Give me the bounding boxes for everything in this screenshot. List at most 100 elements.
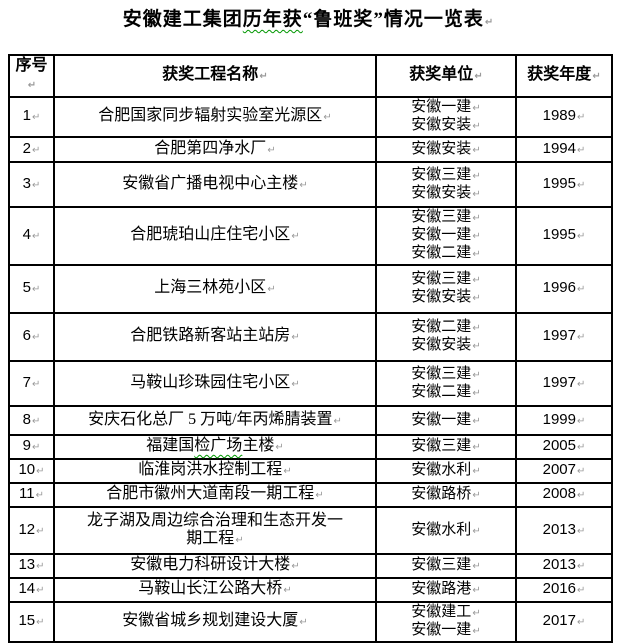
- cell-year[interactable]: 1997↵↵: [515, 360, 613, 407]
- cell-year[interactable]: 2008↵↵: [515, 482, 613, 508]
- paragraph-mark-icon: ↵: [576, 585, 586, 596]
- cell-year[interactable]: 1996↵↵: [515, 264, 613, 314]
- project-name-text: 合肥琥珀山庄住宅小区: [130, 226, 291, 243]
- cell-project-name[interactable]: 龙子湖及周边综合治理和生态开发一 期工程↵: [53, 506, 377, 555]
- year-text: 1996: [542, 279, 576, 296]
- cell-index[interactable]: 4↵: [8, 206, 55, 266]
- paragraph-mark-icon: ↵: [31, 378, 41, 390]
- cell-project-name[interactable]: 临淮岗洪水控制工程↵: [53, 458, 377, 484]
- cell-project-name[interactable]: 上海三林苑小区↵: [53, 264, 377, 314]
- cell-year[interactable]: 2005↵↵: [515, 434, 613, 460]
- cell-index[interactable]: 8↵: [8, 405, 55, 436]
- cell-index[interactable]: 15↵: [8, 601, 55, 643]
- cell-unit[interactable]: 安徽三建↵: [375, 434, 517, 460]
- cell-unit[interactable]: 安徽三建↵ 安徽安装↵: [375, 161, 517, 208]
- cell-project-name[interactable]: 合肥国家同步辐射实验室光源区↵: [53, 96, 377, 138]
- paragraph-mark-icon: ↵: [291, 378, 300, 390]
- paragraph-mark-icon: ↵: [27, 80, 37, 91]
- cell-index[interactable]: 7↵: [8, 360, 55, 407]
- cell-year[interactable]: 1995↵↵: [515, 161, 613, 208]
- col-header-year[interactable]: 获奖年度↵↵: [515, 54, 613, 98]
- cell-project-name[interactable]: 马鞍山长江公路大桥↵: [53, 577, 377, 603]
- cell-project-name[interactable]: 马鞍山珍珠园住宅小区↵: [53, 360, 377, 407]
- table-row: 7↵马鞍山珍珠园住宅小区↵安徽三建↵安徽二建↵1997↵↵: [8, 360, 613, 407]
- cell-project-name[interactable]: 合肥琥珀山庄住宅小区↵: [53, 206, 377, 266]
- row-number: 7: [22, 373, 31, 391]
- unit-name-text: 安徽三建: [411, 365, 472, 382]
- cell-year[interactable]: 2013↵↵: [515, 506, 613, 555]
- cell-year[interactable]: 1999↵↵: [515, 405, 613, 436]
- unit-line: 安徽安装↵: [379, 337, 513, 355]
- cell-unit[interactable]: 安徽一建↵: [375, 405, 517, 436]
- cell-unit[interactable]: 安徽三建↵ 安徽二建↵: [375, 360, 517, 407]
- year-text: 2013: [542, 556, 576, 573]
- paragraph-mark-icon: ↵: [291, 231, 300, 242]
- unit-name-text: 安徽安装: [411, 289, 472, 305]
- cell-year[interactable]: 1995↵↵: [515, 206, 613, 266]
- col-header-project-name[interactable]: 获奖工程名称↵: [53, 54, 377, 98]
- cell-unit[interactable]: 安徽路港↵: [375, 577, 517, 603]
- cell-project-name[interactable]: 安徽电力科研设计大楼↵: [53, 553, 377, 579]
- cell-unit[interactable]: 安徽路桥↵: [375, 482, 517, 508]
- year-text: 2017: [542, 612, 576, 629]
- cell-unit[interactable]: 安徽二建↵ 安徽安装↵: [375, 312, 517, 362]
- year-text: 2016: [542, 580, 576, 597]
- cell-project-name[interactable]: 福建国检广场主楼↵: [53, 434, 377, 460]
- paragraph-mark-icon: ↵: [291, 332, 300, 343]
- cell-project-name[interactable]: 安徽省城乡规划建设大厦↵: [53, 601, 377, 643]
- paragraph-mark-icon: ↵: [472, 490, 481, 501]
- cell-year[interactable]: 2007↵↵: [515, 458, 613, 484]
- project-name-text: 合肥国家同步辐射实验室光源区: [98, 107, 323, 124]
- table-row: 10↵临淮岗洪水控制工程↵安徽水利↵2007↵↵: [8, 458, 613, 484]
- cell-index[interactable]: 11↵: [8, 482, 55, 508]
- cell-unit[interactable]: 安徽安装↵: [375, 136, 517, 163]
- cell-year[interactable]: 2013↵↵: [515, 553, 613, 579]
- table-row: 1↵合肥国家同步辐射实验室光源区↵安徽一建↵安徽安装↵1989↵↵: [8, 96, 613, 138]
- cell-project-name[interactable]: 合肥铁路新客站主站房↵: [53, 312, 377, 362]
- cell-index[interactable]: 14↵: [8, 577, 55, 603]
- cell-index[interactable]: 3↵: [8, 161, 55, 208]
- unit-line: 安徽安装↵: [379, 185, 513, 203]
- cell-index[interactable]: 12↵: [8, 506, 55, 555]
- col-header-unit[interactable]: 获奖单位↵: [375, 54, 517, 98]
- paragraph-mark-icon: ↵: [36, 466, 45, 477]
- cell-unit[interactable]: 安徽三建↵ 安徽一建↵ 安徽二建↵: [375, 206, 517, 266]
- cell-year[interactable]: 1994↵↵: [515, 136, 613, 163]
- unit-name-text: 安徽二建: [411, 383, 472, 400]
- cell-year[interactable]: 2016↵↵: [515, 577, 613, 603]
- cell-unit[interactable]: 安徽建工↵ 安徽一建↵: [375, 601, 517, 643]
- cell-index[interactable]: 13↵: [8, 553, 55, 579]
- cell-index[interactable]: 10↵: [8, 458, 55, 484]
- cell-unit[interactable]: 安徽水利↵: [375, 506, 517, 555]
- unit-name-text: 安徽路港: [411, 581, 472, 597]
- cell-index[interactable]: 5↵: [8, 264, 55, 314]
- column-header-label: 序号: [15, 57, 48, 74]
- cell-index[interactable]: 6↵: [8, 312, 55, 362]
- unit-name-text: 安徽二建: [411, 245, 472, 261]
- cell-unit[interactable]: 安徽一建↵ 安徽安装↵: [375, 96, 517, 138]
- cell-year[interactable]: 1997↵↵: [515, 312, 613, 362]
- row-number: 10: [18, 461, 36, 478]
- cell-unit[interactable]: 安徽三建↵ 安徽安装↵: [375, 264, 517, 314]
- cell-index[interactable]: 9↵: [8, 434, 55, 460]
- cell-year[interactable]: 1989↵↵: [515, 96, 613, 138]
- unit-name-text: 安徽一建: [411, 411, 472, 428]
- cell-year[interactable]: 2017↵↵: [515, 601, 613, 643]
- col-header-index[interactable]: 序号 ↵: [8, 54, 55, 98]
- paragraph-mark-icon: ↵: [283, 466, 292, 477]
- paragraph-mark-icon: ↵: [31, 112, 41, 123]
- cell-project-name[interactable]: 安徽省广播电视中心主楼↵: [53, 161, 377, 208]
- cell-project-name[interactable]: 合肥第四净水厂↵: [53, 136, 377, 163]
- paragraph-mark-icon: ↵: [283, 585, 292, 596]
- cell-project-name[interactable]: 安庆石化总厂 5 万吨/年丙烯腈装置↵: [53, 405, 377, 436]
- paragraph-mark-icon: ↵: [472, 231, 481, 242]
- project-name-text: 马鞍山长江公路大桥: [138, 580, 283, 597]
- cell-project-name[interactable]: 合肥市徽州大道南段一期工程↵: [53, 482, 377, 508]
- year-text: 2008: [542, 485, 576, 502]
- cell-unit[interactable]: 安徽水利↵: [375, 458, 517, 484]
- cell-index[interactable]: 2↵: [8, 136, 55, 163]
- cell-index[interactable]: 1↵: [8, 96, 55, 138]
- unit-line: 安徽三建↵: [379, 167, 513, 185]
- paragraph-mark-icon: ↵: [31, 144, 41, 156]
- cell-unit[interactable]: 安徽三建↵: [375, 553, 517, 579]
